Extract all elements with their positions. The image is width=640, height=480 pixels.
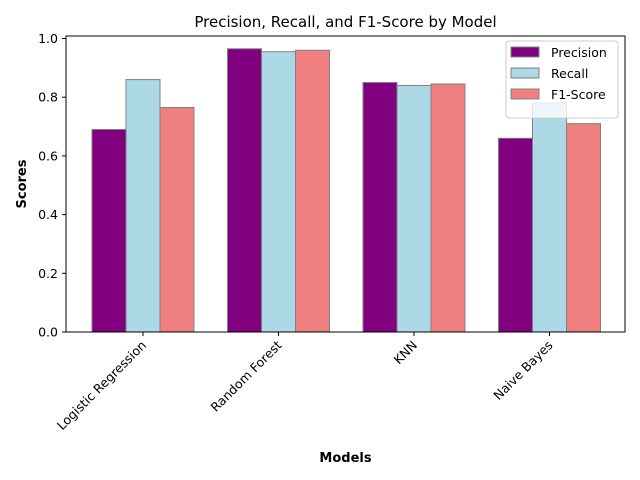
y-tick-label: 0.4 [38, 207, 58, 222]
bar-f1-score-knn [430, 83, 466, 333]
legend-swatch [510, 46, 540, 58]
legend-swatch [510, 88, 540, 100]
y-tick-label: 0.0 [38, 325, 58, 340]
bar-f1-score-logistic-regression [159, 106, 195, 333]
bar-recall-random-forest [261, 51, 296, 333]
x-tick-label: KNN [390, 338, 420, 368]
bar-recall-naive-bayes [532, 102, 567, 333]
bar-precision-logistic-regression [91, 128, 127, 333]
x-tick-label: Naive Bayes [490, 338, 555, 403]
legend-label: F1-Score [551, 87, 606, 102]
x-tick-label: Logistic Regression [54, 338, 149, 433]
legend-label: Precision [551, 45, 607, 60]
x-axis-label: Models [319, 451, 371, 466]
y-tick-label: 0.2 [38, 266, 58, 281]
bar-recall-knn [396, 84, 432, 333]
plot-frame [65, 35, 626, 333]
legend: Precision Recall F1-Score [505, 40, 619, 119]
x-axis: Logistic Regression Random Forest KNN Naive… [54, 332, 556, 433]
bar-precision-random-forest [227, 48, 262, 333]
bar-f1-score-random-forest [295, 49, 330, 333]
y-axis-label: Scores [15, 159, 30, 208]
y-tick-label: 0.6 [38, 148, 58, 163]
y-tick-label: 1.0 [38, 31, 58, 46]
y-tick-label: 0.8 [38, 90, 58, 105]
bar-precision-naive-bayes [498, 137, 533, 333]
x-tick-label: Random Forest [207, 337, 284, 414]
bar-precision-knn [362, 82, 398, 333]
legend-swatch [510, 67, 540, 79]
y-axis: 0.0 0.2 0.4 0.6 0.8 1.0 [38, 31, 66, 340]
bar-f1-score-naive-bayes [566, 123, 601, 333]
bars-group [91, 48, 601, 333]
bar-recall-logistic-regression [125, 79, 161, 333]
legend-label: Recall [551, 66, 588, 81]
chart-title: Precision, Recall, and F1-Score by Model [194, 13, 496, 31]
